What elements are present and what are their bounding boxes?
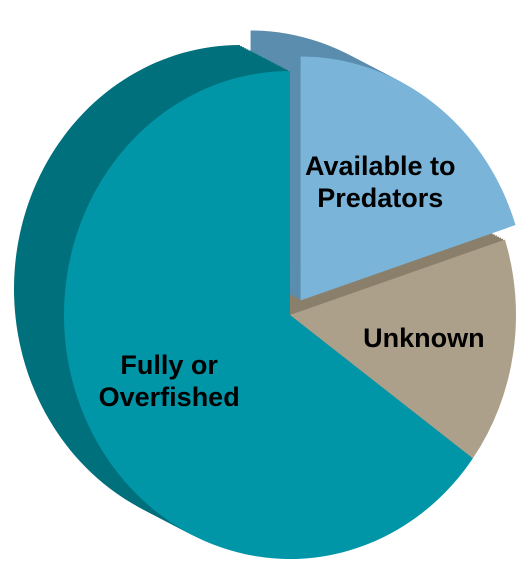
slice-label: Available to Predators — [305, 150, 456, 213]
slice-label: Fully or Overfished — [98, 350, 240, 413]
slice — [300, 56, 516, 301]
slice-label: Unknown — [363, 322, 485, 353]
slice — [63, 71, 473, 559]
slice — [290, 239, 516, 459]
